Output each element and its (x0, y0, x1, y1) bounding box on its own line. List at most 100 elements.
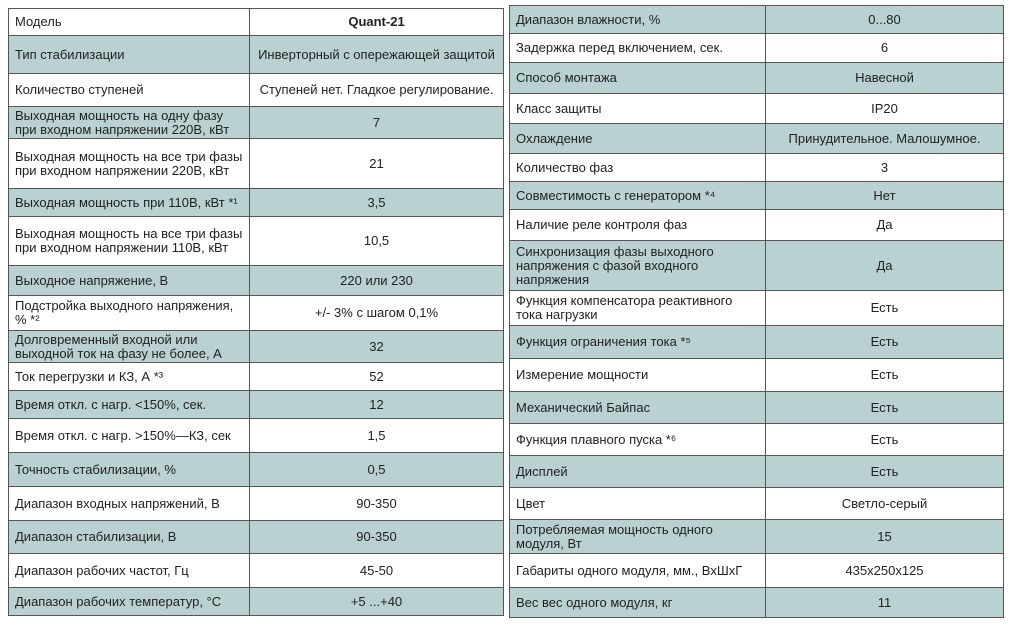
param-value: 1,5 (249, 418, 504, 453)
param-name: Функция компенсатора реактивного тока на… (509, 290, 766, 326)
table-row: Охлаждение Принудительное. Малошумное. (509, 123, 1004, 154)
param-name: Диапазон стабилизации, В (8, 520, 250, 554)
param-name: Количество ступеней (8, 73, 250, 107)
table-row: Выходная мощность при 110В, кВт *¹ 3,5 (8, 188, 504, 217)
table-row: Функция компенсатора реактивного тока на… (509, 290, 1004, 326)
table-row: Задержка перед включением, сек. 6 (509, 33, 1004, 63)
param-name: Совместимость с генератором *⁴ (509, 181, 766, 210)
param-value: 435x250x125 (765, 553, 1004, 588)
param-value: Светло-серый (765, 487, 1004, 520)
param-value: 32 (249, 330, 504, 363)
table-row: Диапазон входных напряжений, В 90-350 (8, 486, 504, 521)
param-name: Охлаждение (509, 123, 766, 154)
param-value: Есть (765, 290, 1004, 326)
table-row: Совместимость с генератором *⁴ Нет (509, 181, 1004, 210)
table-row: Выходная мощность на все три фазы при вх… (8, 216, 504, 266)
param-name: Функция плавного пуска *⁶ (509, 423, 766, 456)
param-value: +/- 3% с шагом 0,1% (249, 295, 504, 331)
table-row: Количество фаз 3 (509, 153, 1004, 182)
param-name: Задержка перед включением, сек. (509, 33, 766, 63)
param-name: Точность стабилизации, % (8, 452, 250, 487)
table-row: Тип стабилизации Инверторный с опережающе… (8, 35, 504, 74)
spec-table-left: Модель Quant-21 Тип стабилизации Инверторны… (8, 8, 504, 616)
param-value: Ступеней нет. Гладкое регулирование. (249, 73, 504, 107)
param-value: 12 (249, 390, 504, 419)
param-value: Quant-21 (249, 8, 504, 36)
param-name: Габариты одного модуля, мм., ВхШхГ (509, 553, 766, 588)
param-name: Время откл. с нагр. <150%, сек. (8, 390, 250, 419)
table-row: Количество ступеней Ступеней нет. Гладкое… (8, 73, 504, 107)
param-name: Выходная мощность при 110В, кВт *¹ (8, 188, 250, 217)
param-name: Потребляемая мощность одного модуля, Вт (509, 519, 766, 554)
param-name: Цвет (509, 487, 766, 520)
param-name: Долговременный входной или выходной ток … (8, 330, 250, 363)
table-row: Долговременный входной или выходной ток … (8, 330, 504, 363)
table-row: Выходное напряжение, В 220 или 230 (8, 265, 504, 296)
param-name: Диапазон рабочих частот, Гц (8, 553, 250, 588)
table-row: Выходная мощность на все три фазы при вх… (8, 138, 504, 189)
spec-table-right: Диапазон влажности, % 0...80 Задержка пере… (509, 5, 1004, 618)
param-name: Выходная мощность на все три фазы при вх… (8, 138, 250, 189)
param-value: 21 (249, 138, 504, 189)
param-value: 0,5 (249, 452, 504, 487)
param-name: Измерение мощности (509, 358, 766, 392)
param-value: 3,5 (249, 188, 504, 217)
table-row: Вес вес одного модуля, кг 11 (509, 587, 1004, 618)
table-row: Время откл. с нагр. <150%, сек. 12 (8, 390, 504, 419)
param-name: Ток перегрузки и КЗ, А *³ (8, 362, 250, 391)
param-value: 52 (249, 362, 504, 391)
table-row: Диапазон влажности, % 0...80 (509, 5, 1004, 34)
table-row: Синхронизация фазы выходного напряжения … (509, 240, 1004, 291)
param-value: Есть (765, 391, 1004, 424)
param-value: 3 (765, 153, 1004, 182)
param-name: Тип стабилизации (8, 35, 250, 74)
table-row: Диапазон рабочих частот, Гц 45-50 (8, 553, 504, 588)
param-value: 90-350 (249, 520, 504, 554)
table-row: Механический Байпас Есть (509, 391, 1004, 424)
param-value: 0...80 (765, 5, 1004, 34)
param-value: 6 (765, 33, 1004, 63)
table-row: Точность стабилизации, % 0,5 (8, 452, 504, 487)
param-name: Способ монтажа (509, 62, 766, 94)
table-row: Габариты одного модуля, мм., ВхШхГ 435x25… (509, 553, 1004, 588)
table-row: Класс защиты IP20 (509, 93, 1004, 124)
param-name: Диапазон рабочих температур, °С (8, 587, 250, 616)
param-name: Функция ограничения тока *⁵ (509, 325, 766, 359)
param-name: Класс защиты (509, 93, 766, 124)
table-row: Время откл. с нагр. >150%—КЗ, сек 1,5 (8, 418, 504, 453)
table-row: Функция ограничения тока *⁵ Есть (509, 325, 1004, 359)
param-value: Есть (765, 423, 1004, 456)
param-name: Подстройка выходного напряжения, % *² (8, 295, 250, 331)
table-row: Диапазон стабилизации, В 90-350 (8, 520, 504, 554)
param-value: Есть (765, 455, 1004, 488)
param-value: 15 (765, 519, 1004, 554)
table-row: Выходная мощность на одну фазу при входн… (8, 106, 504, 139)
table-row: Потребляемая мощность одного модуля, Вт 1… (509, 519, 1004, 554)
table-row: Ток перегрузки и КЗ, А *³ 52 (8, 362, 504, 391)
param-value: 7 (249, 106, 504, 139)
param-value: IP20 (765, 93, 1004, 124)
table-row: Измерение мощности Есть (509, 358, 1004, 392)
table-row: Наличие реле контроля фаз Да (509, 209, 1004, 241)
param-name: Выходная мощность на одну фазу при входн… (8, 106, 250, 139)
param-value: Есть (765, 325, 1004, 359)
param-value: Нет (765, 181, 1004, 210)
param-value: 90-350 (249, 486, 504, 521)
param-value: +5 ...+40 (249, 587, 504, 616)
table-row: Модель Quant-21 (8, 8, 504, 36)
table-row: Цвет Светло-серый (509, 487, 1004, 520)
param-name: Наличие реле контроля фаз (509, 209, 766, 241)
table-row: Диапазон рабочих температур, °С +5 ...+40 (8, 587, 504, 616)
param-name: Количество фаз (509, 153, 766, 182)
table-row: Функция плавного пуска *⁶ Есть (509, 423, 1004, 456)
param-value: Навесной (765, 62, 1004, 94)
param-name: Выходная мощность на все три фазы при вх… (8, 216, 250, 266)
param-value: 10,5 (249, 216, 504, 266)
table-row: Подстройка выходного напряжения, % *² +/-… (8, 295, 504, 331)
param-value: Есть (765, 358, 1004, 392)
param-name: Вес вес одного модуля, кг (509, 587, 766, 618)
param-name: Диапазон входных напряжений, В (8, 486, 250, 521)
param-value: 220 или 230 (249, 265, 504, 296)
param-value: 11 (765, 587, 1004, 618)
